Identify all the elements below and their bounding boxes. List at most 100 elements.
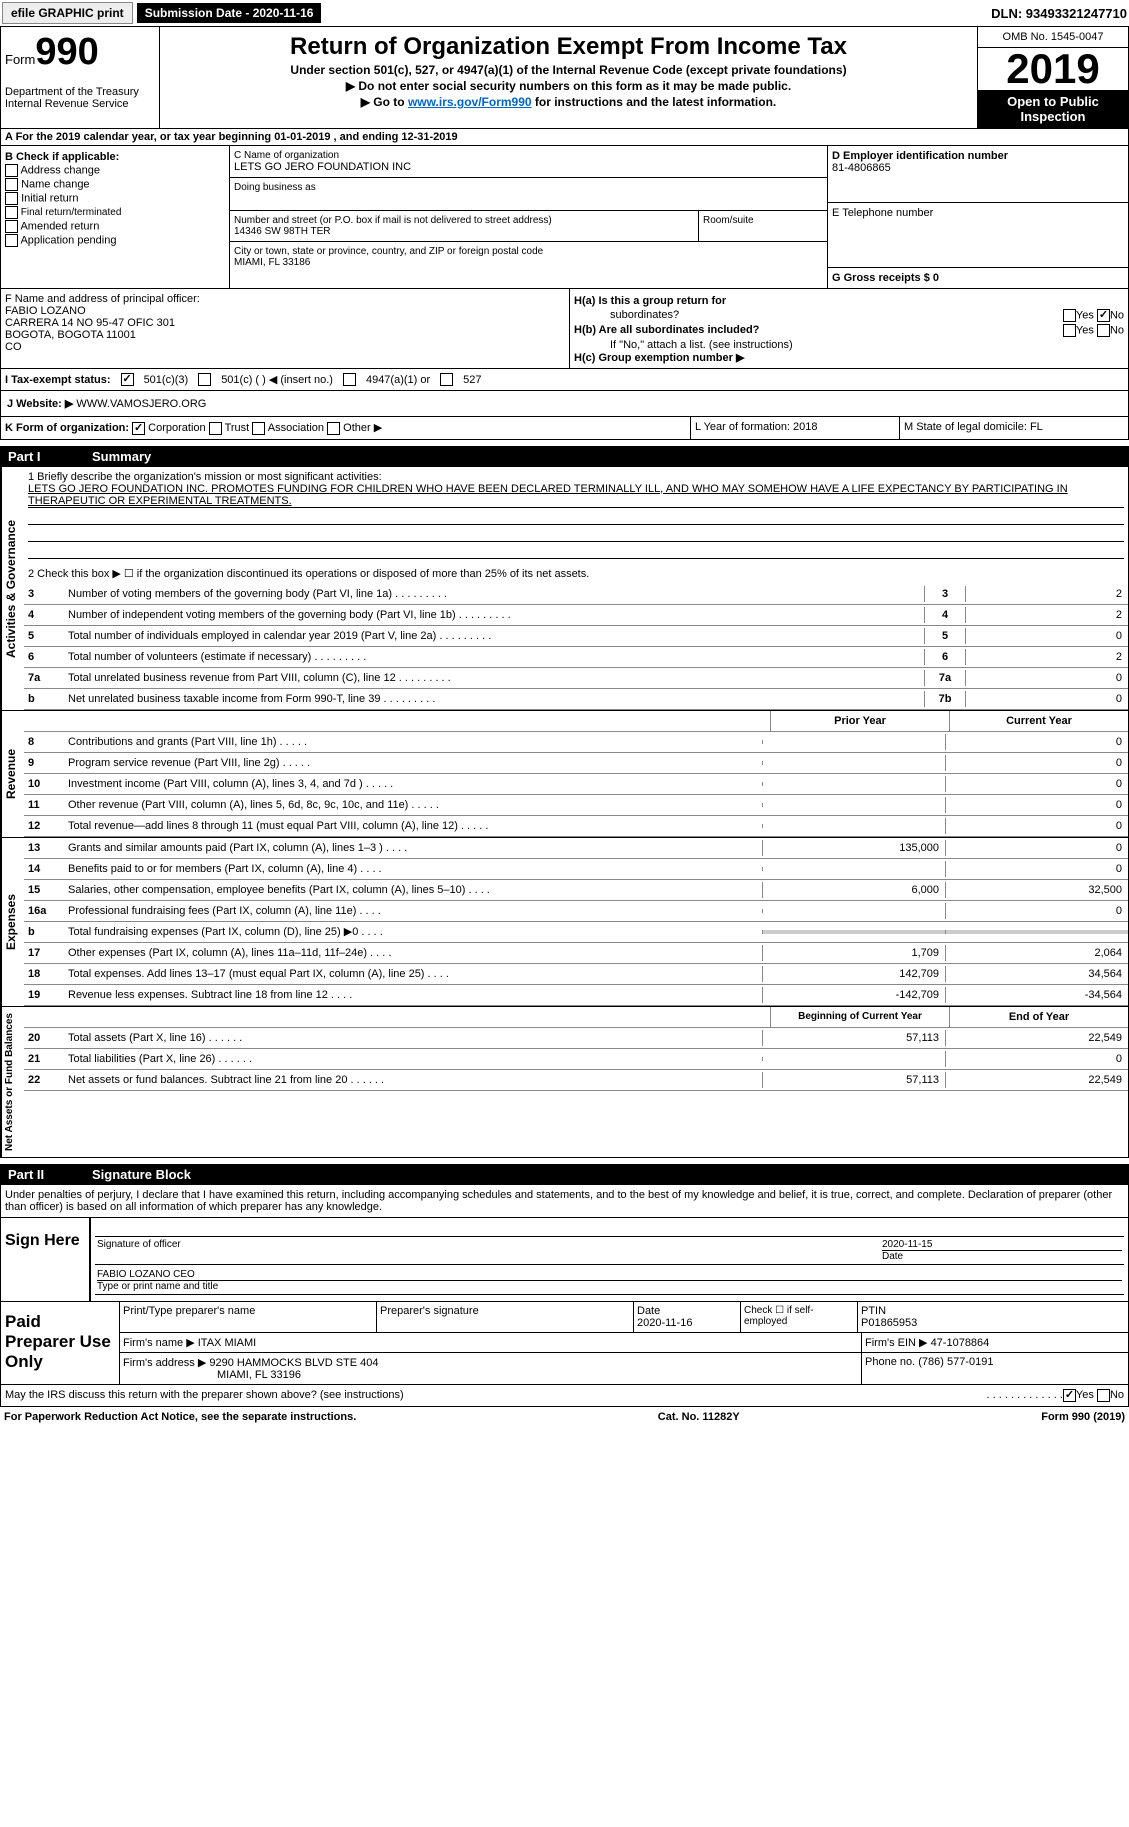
header-bar: efile GRAPHIC print Submission Date - 20… — [0, 0, 1129, 26]
line2: 2 Check this box ▶ ☐ if the organization… — [24, 563, 1128, 584]
section-k: K Form of organization: Corporation Trus… — [1, 417, 691, 439]
section-bcd: B Check if applicable: Address change Na… — [0, 146, 1129, 289]
dba-box: Doing business as — [230, 178, 827, 211]
prep-label: Paid Preparer Use Only — [1, 1302, 120, 1384]
form-note1: ▶ Do not enter social security numbers o… — [166, 79, 971, 93]
org-name-box: C Name of organization LETS GO JERO FOUN… — [230, 146, 827, 178]
governance-label: Activities & Governance — [1, 467, 24, 710]
section-klm: K Form of organization: Corporation Trus… — [0, 417, 1129, 440]
org-name: LETS GO JERO FOUNDATION INC — [234, 161, 823, 173]
efile-btn[interactable]: efile GRAPHIC print — [2, 2, 133, 24]
cb-app: Application pending — [5, 234, 225, 247]
city-box: City or town, state or province, country… — [230, 242, 827, 272]
section-f: F Name and address of principal officer:… — [1, 289, 570, 368]
irs-link[interactable]: www.irs.gov/Form990 — [408, 95, 532, 109]
discuss-no[interactable] — [1097, 1389, 1110, 1402]
gov-row: 4Number of independent voting members of… — [24, 605, 1128, 626]
ein: 81-4806865 — [832, 162, 1124, 174]
website-url: WWW.VAMOSJERO.ORG — [76, 398, 206, 410]
section-h: H(a) Is this a group return for subordin… — [570, 289, 1128, 368]
gross-receipts: G Gross receipts $ 0 — [828, 268, 1128, 288]
b-title: B Check if applicable: — [5, 151, 225, 163]
netassets-row: 20Total assets (Part X, line 16) . . . .… — [24, 1028, 1128, 1049]
form-number: 990 — [35, 31, 98, 74]
revenue-row: 11Other revenue (Part VIII, column (A), … — [24, 795, 1128, 816]
dln: DLN: 93493321247710 — [991, 6, 1127, 21]
expense-row: 19Revenue less expenses. Subtract line 1… — [24, 985, 1128, 1006]
expense-row: 16aProfessional fundraising fees (Part I… — [24, 901, 1128, 922]
room-box: Room/suite — [699, 211, 827, 241]
hb-no[interactable] — [1097, 324, 1110, 337]
mission-block: 1 Briefly describe the organization's mi… — [24, 467, 1128, 563]
cb-final: Final return/terminated — [5, 206, 225, 219]
governance-section: Activities & Governance 1 Briefly descri… — [0, 467, 1129, 711]
form-header: Form 990 Department of the Treasury Inte… — [0, 26, 1129, 129]
section-l: L Year of formation: 2018 — [691, 417, 900, 439]
gov-row: 5Total number of individuals employed in… — [24, 626, 1128, 647]
cb-address: Address change — [5, 164, 225, 177]
public-inspection: Open to Public Inspection — [978, 90, 1128, 128]
part1-header: Part I Summary — [0, 446, 1129, 467]
form-note2: ▶ Go to www.irs.gov/Form990 for instruct… — [166, 95, 971, 109]
ha-yes[interactable] — [1063, 309, 1076, 322]
section-b: B Check if applicable: Address change Na… — [1, 146, 230, 288]
expense-row: 15Salaries, other compensation, employee… — [24, 880, 1128, 901]
cb-initial: Initial return — [5, 192, 225, 205]
revenue-row: 12Total revenue—add lines 8 through 11 (… — [24, 816, 1128, 837]
cb-527[interactable] — [440, 373, 453, 386]
revenue-section: Revenue Prior Year Current Year 8Contrib… — [0, 711, 1129, 838]
expenses-section: Expenses 13Grants and similar amounts pa… — [0, 838, 1129, 1007]
perjury-text: Under penalties of perjury, I declare th… — [0, 1185, 1129, 1218]
netassets-section: Net Assets or Fund Balances Beginning of… — [0, 1007, 1129, 1158]
netassets-label: Net Assets or Fund Balances — [1, 1007, 24, 1157]
gov-row: 3Number of voting members of the governi… — [24, 584, 1128, 605]
expense-row: 14Benefits paid to or for members (Part … — [24, 859, 1128, 880]
section-m: M State of legal domicile: FL — [900, 417, 1128, 439]
revenue-row: 9Program service revenue (Part VIII, lin… — [24, 753, 1128, 774]
expense-row: 13Grants and similar amounts paid (Part … — [24, 838, 1128, 859]
form-title-box: Return of Organization Exempt From Incom… — [160, 27, 978, 128]
form-id-box: Form 990 Department of the Treasury Inte… — [1, 27, 160, 128]
form-subtitle: Under section 501(c), 527, or 4947(a)(1)… — [166, 63, 971, 77]
section-fh: F Name and address of principal officer:… — [0, 289, 1129, 369]
city: MIAMI, FL 33186 — [234, 257, 823, 268]
expense-row: 17Other expenses (Part IX, column (A), l… — [24, 943, 1128, 964]
form-prefix: Form — [5, 52, 35, 67]
paid-preparer-section: Paid Preparer Use Only Print/Type prepar… — [0, 1302, 1129, 1385]
discuss-yes[interactable] — [1063, 1389, 1076, 1402]
netassets-row: 21Total liabilities (Part X, line 26) . … — [24, 1049, 1128, 1070]
phone-box: E Telephone number — [828, 203, 1128, 268]
tax-year: 2019 — [978, 48, 1128, 90]
form-title: Return of Organization Exempt From Incom… — [166, 33, 971, 61]
ein-box: D Employer identification number 81-4806… — [828, 146, 1128, 203]
cb-other[interactable] — [327, 422, 340, 435]
section-c: C Name of organization LETS GO JERO FOUN… — [230, 146, 827, 288]
gov-row: bNet unrelated business taxable income f… — [24, 689, 1128, 710]
cb-assoc[interactable] — [252, 422, 265, 435]
gov-row: 6Total number of volunteers (estimate if… — [24, 647, 1128, 668]
dept-treasury: Department of the Treasury Internal Reve… — [5, 86, 155, 110]
revenue-label: Revenue — [1, 711, 24, 837]
cb-corp[interactable] — [132, 422, 145, 435]
sign-here-label: Sign Here — [1, 1218, 91, 1301]
cb-4947[interactable] — [343, 373, 356, 386]
section-i: I Tax-exempt status: 501(c)(3) 501(c) ( … — [0, 369, 1129, 391]
ha-no[interactable] — [1097, 309, 1110, 322]
revenue-row: 10Investment income (Part VIII, column (… — [24, 774, 1128, 795]
sign-here-section: Sign Here Signature of officer 2020-11-1… — [0, 1218, 1129, 1302]
netassets-row: 22Net assets or fund balances. Subtract … — [24, 1070, 1128, 1091]
footer-line: For Paperwork Reduction Act Notice, see … — [0, 1407, 1129, 1427]
street: 14346 SW 98TH TER — [234, 226, 694, 237]
hb-yes[interactable] — [1063, 324, 1076, 337]
cb-trust[interactable] — [209, 422, 222, 435]
discuss-row: May the IRS discuss this return with the… — [0, 1385, 1129, 1407]
expenses-label: Expenses — [1, 838, 24, 1006]
submission-date: Submission Date - 2020-11-16 — [137, 3, 322, 23]
cb-501c[interactable] — [198, 373, 211, 386]
cb-501c3[interactable] — [121, 373, 134, 386]
gov-row: 7aTotal unrelated business revenue from … — [24, 668, 1128, 689]
revenue-row: 8Contributions and grants (Part VIII, li… — [24, 732, 1128, 753]
street-box: Number and street (or P.O. box if mail i… — [230, 211, 699, 241]
mission-text: LETS GO JERO FOUNDATION INC. PROMOTES FU… — [28, 483, 1124, 508]
expense-row: bTotal fundraising expenses (Part IX, co… — [24, 922, 1128, 943]
